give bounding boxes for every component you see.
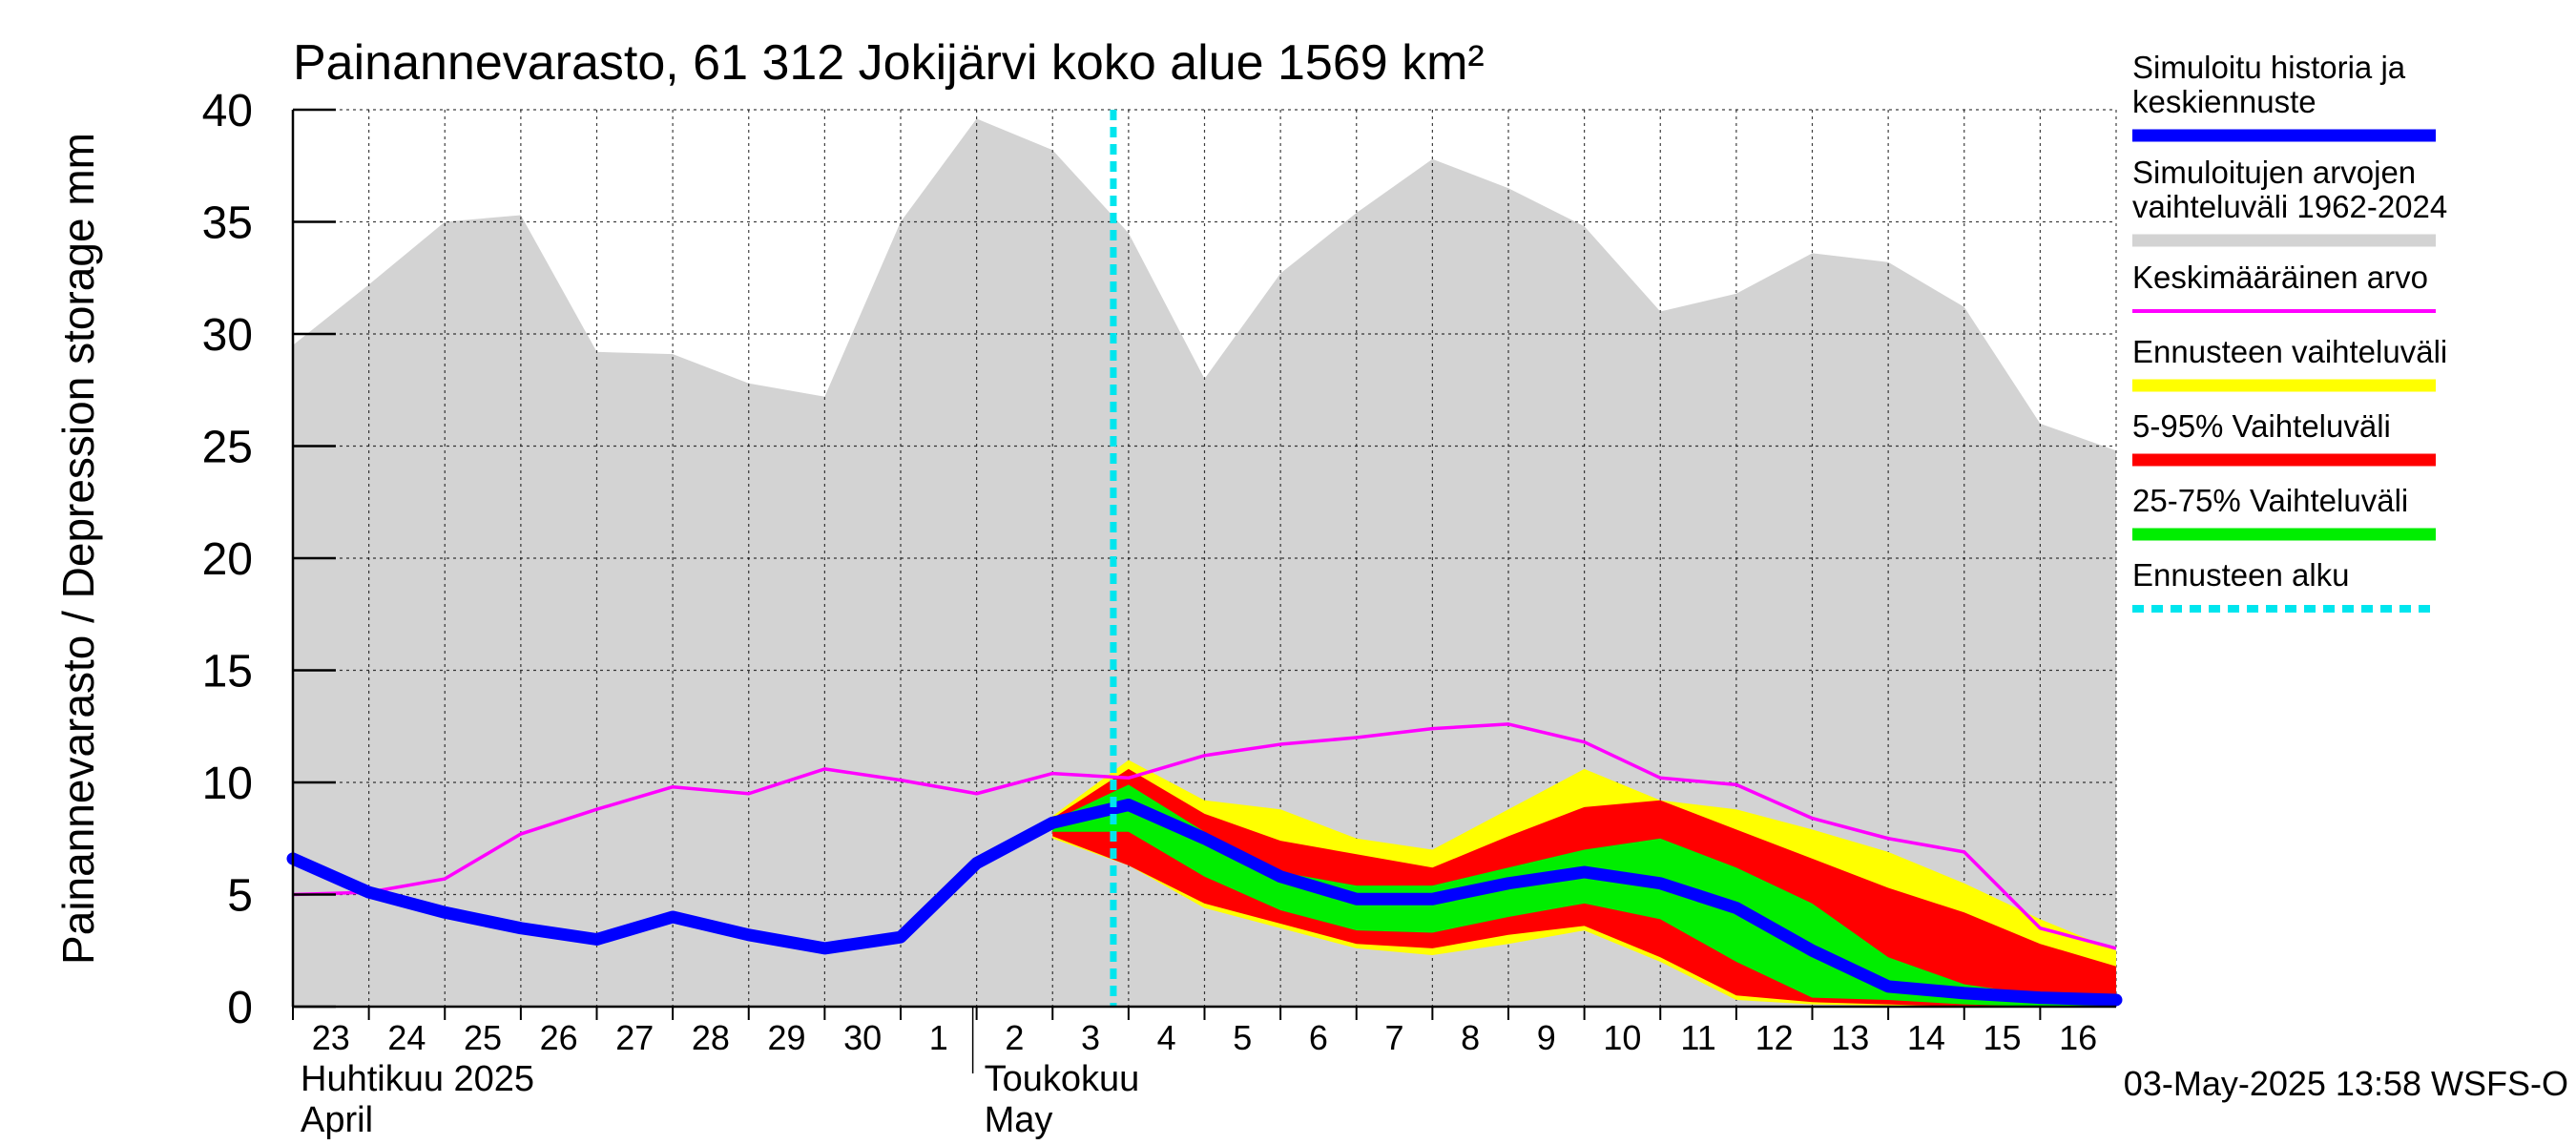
x-tick-label: 24 — [387, 1018, 426, 1057]
legend-label: keskiennuste — [2132, 84, 2316, 119]
x-tick-label: 25 — [464, 1018, 502, 1057]
x-tick-label: 2 — [1005, 1018, 1024, 1057]
history-median-line — [286, 799, 2123, 1007]
month-label-en: May — [985, 1100, 1053, 1140]
x-tick-label: 14 — [1907, 1018, 1945, 1057]
y-tick-label: 15 — [202, 647, 253, 697]
x-tick-label: 23 — [312, 1018, 350, 1057]
x-tick-label: 10 — [1603, 1018, 1641, 1057]
y-tick-label: 30 — [202, 310, 253, 361]
y-tick-label: 20 — [202, 534, 253, 585]
x-tick-label: 4 — [1157, 1018, 1176, 1057]
x-tick-label: 30 — [843, 1018, 882, 1057]
chart-title: Painannevarasto, 61 312 Jokijärvi koko a… — [293, 35, 1485, 91]
x-tick-label: 26 — [540, 1018, 578, 1057]
y-tick-label: 25 — [202, 423, 253, 473]
x-tick-label: 9 — [1537, 1018, 1556, 1057]
x-tick-label: 1 — [929, 1018, 948, 1057]
x-tick-label: 29 — [768, 1018, 806, 1057]
legend-label: Simuloitujen arvojen — [2132, 155, 2416, 190]
x-tick-label: 12 — [1755, 1018, 1794, 1057]
y-tick-label: 10 — [202, 759, 253, 809]
x-tick-label: 3 — [1081, 1018, 1100, 1057]
legend-label: 25-75% Vaihteluväli — [2132, 483, 2408, 518]
y-tick-label: 35 — [202, 198, 253, 249]
plot-area — [286, 109, 2123, 1008]
x-tick-label: 16 — [2059, 1018, 2097, 1057]
legend-label: Keskimääräinen arvo — [2132, 260, 2428, 295]
month-label-fi: Toukokuu — [985, 1059, 1140, 1099]
x-tick-label: 15 — [1984, 1018, 2022, 1057]
legend-label: vaihteluväli 1962-2024 — [2132, 189, 2447, 224]
y-tick-label: 0 — [227, 983, 253, 1033]
legend-label: Ennusteen vaihteluväli — [2132, 334, 2447, 369]
x-tick-label: 28 — [692, 1018, 730, 1057]
y-axis-label: Painannevarasto / Depression storage mm — [53, 133, 103, 965]
month-label-fi: Huhtikuu 2025 — [301, 1059, 534, 1099]
legend-label: 5-95% Vaihteluväli — [2132, 408, 2391, 444]
legend-label: Simuloitu historia ja — [2132, 50, 2406, 85]
x-tick-label: 6 — [1309, 1018, 1328, 1057]
x-tick-label: 7 — [1385, 1018, 1404, 1057]
x-tick-label: 5 — [1233, 1018, 1252, 1057]
x-tick-label: 13 — [1831, 1018, 1869, 1057]
x-tick-label: 8 — [1461, 1018, 1480, 1057]
range-25-75-area — [1052, 784, 2116, 1007]
legend-label: Ennusteen alku — [2132, 557, 2350, 593]
y-tick-label: 40 — [202, 86, 253, 136]
y-tick-label: 5 — [227, 871, 253, 922]
timestamp-footer: 03-May-2025 13:58 WSFS-O — [2124, 1064, 2568, 1103]
x-tick-label: 11 — [1680, 1018, 1715, 1057]
mean-line — [292, 722, 2117, 950]
month-label-en: April — [301, 1100, 373, 1140]
x-tick-label: 27 — [615, 1018, 654, 1057]
